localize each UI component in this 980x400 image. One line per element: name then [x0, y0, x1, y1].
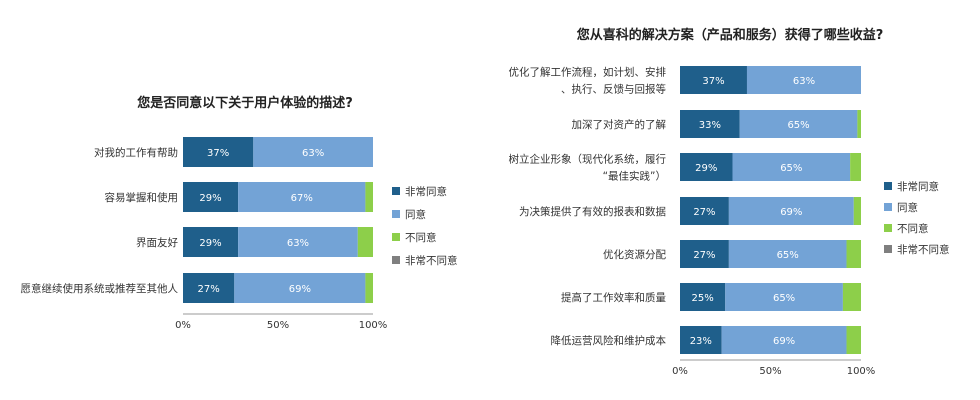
bar-segment [680, 66, 747, 94]
category-label: 对我的工作有帮助 [94, 146, 178, 159]
data-label: 69% [780, 207, 802, 218]
legend-label: 非常同意 [405, 185, 447, 198]
bar-segment [746, 66, 861, 94]
legend-label: 同意 [897, 201, 918, 214]
bar-segment [253, 137, 373, 167]
bar-segment [739, 110, 858, 138]
bar-segment [183, 227, 239, 257]
category-label: 提高了工作效率和质量 [561, 291, 666, 304]
bar-segment [365, 182, 373, 212]
legend-label: 非常不同意 [897, 243, 950, 256]
bar-segment [725, 283, 843, 311]
legend-label: 非常不同意 [405, 254, 458, 267]
chart-title: 您从喜科的解决方案（产品和服务）获得了哪些收益? [577, 27, 884, 43]
data-label: 67% [291, 193, 313, 204]
data-label: 63% [287, 238, 309, 249]
legend-swatch [392, 256, 400, 264]
legend-label: 不同意 [405, 231, 437, 244]
category-label: 容易掌握和使用 [105, 191, 179, 204]
bar-segment [846, 240, 861, 268]
data-label: 37% [702, 76, 724, 87]
bar-segment [728, 197, 854, 225]
data-label: 27% [198, 284, 220, 295]
category-label: 树立企业形象（现代化系统，履行“最佳实践”） [509, 153, 667, 183]
bar-segment [680, 197, 729, 225]
data-label: 69% [773, 336, 795, 347]
bar-segment [238, 182, 366, 212]
legend-swatch [884, 245, 892, 253]
category-label: 加深了对资产的了解 [572, 118, 667, 131]
data-label: 63% [302, 148, 324, 159]
bar-segment [183, 182, 239, 212]
category-label: 为决策提供了有效的报表和数据 [519, 205, 666, 218]
legend-label: 非常同意 [897, 180, 939, 193]
legend-label: 同意 [405, 208, 426, 221]
legend-swatch [392, 210, 400, 218]
chart-title: 您是否同意以下关于用户体验的描述? [137, 95, 353, 111]
data-label: 29% [695, 163, 717, 174]
legend-swatch [884, 182, 892, 190]
legend-swatch [392, 233, 400, 241]
data-label: 65% [780, 163, 802, 174]
x-tick-label: 50% [759, 366, 781, 377]
category-label: 愿意继续使用系统或推荐至其他人 [21, 282, 179, 295]
bar-segment [721, 326, 847, 354]
legend-swatch [884, 203, 892, 211]
x-tick-label: 100% [847, 366, 876, 377]
data-label: 65% [773, 293, 795, 304]
x-tick-label: 0% [672, 366, 688, 377]
bar-segment [183, 273, 235, 303]
bar-segment [680, 326, 722, 354]
user-experience-chart: 您是否同意以下关于用户体验的描述? 对我的工作有帮助 37% 63% 容易掌握和使用 29… [21, 95, 458, 331]
x-tick-label: 100% [359, 320, 388, 331]
bar-segment [680, 110, 740, 138]
bar-segment [842, 283, 861, 311]
bar-segment [680, 153, 733, 181]
benefits-chart: 您从喜科的解决方案（产品和服务）获得了哪些收益? 优化了解工作流程，如计划、安排、… [509, 27, 950, 377]
x-tick-label: 50% [267, 320, 289, 331]
category-label: 优化资源分配 [603, 248, 666, 261]
bar-segment [357, 227, 373, 257]
bar-segment [728, 240, 847, 268]
x-tick-label: 0% [175, 320, 191, 331]
data-label: 29% [199, 238, 221, 249]
bar-segment [234, 273, 366, 303]
bar-segment [183, 137, 254, 167]
data-label: 27% [693, 250, 715, 261]
data-label: 65% [787, 120, 809, 131]
bar-segment [365, 273, 373, 303]
data-label: 33% [699, 120, 721, 131]
bar-segment [680, 283, 726, 311]
data-label: 37% [207, 148, 229, 159]
bar-segment [846, 326, 861, 354]
bar-segment [732, 153, 851, 181]
data-label: 69% [289, 284, 311, 295]
category-label: 界面友好 [136, 236, 178, 249]
data-label: 27% [693, 207, 715, 218]
bar-segment [857, 110, 861, 138]
data-label: 65% [777, 250, 799, 261]
bar-segment [853, 197, 861, 225]
data-label: 23% [690, 336, 712, 347]
data-label: 29% [199, 193, 221, 204]
bar-segment [680, 240, 729, 268]
data-label: 25% [692, 293, 714, 304]
category-label: 优化了解工作流程，如计划、安排、执行、反馈与回报等 [509, 66, 667, 96]
data-label: 63% [793, 76, 815, 87]
legend-swatch [884, 224, 892, 232]
category-label: 降低运营风险和维护成本 [551, 334, 667, 347]
bar-segment [238, 227, 358, 257]
legend-swatch [392, 187, 400, 195]
legend-label: 不同意 [897, 222, 929, 235]
bar-segment [850, 153, 861, 181]
